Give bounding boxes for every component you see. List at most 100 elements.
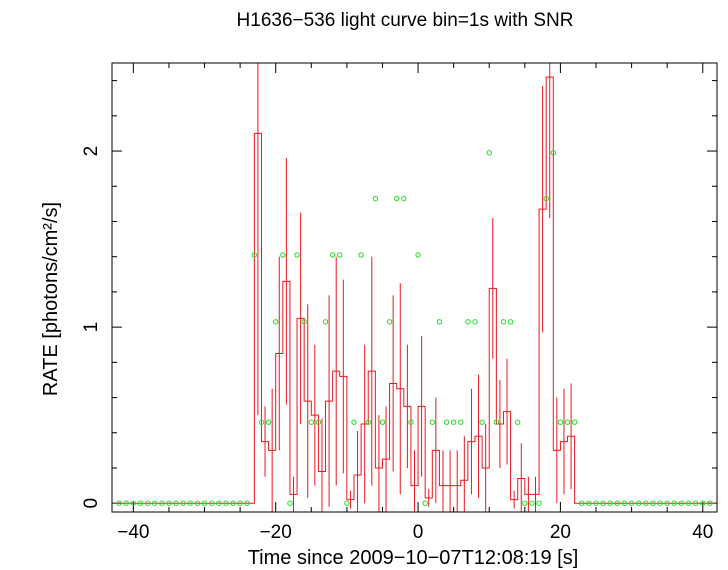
snr-point <box>685 500 692 506</box>
snr-point <box>479 419 485 425</box>
snr-point <box>415 252 421 258</box>
snr-point <box>507 319 514 325</box>
snr-point <box>351 419 357 425</box>
snr-point <box>244 500 250 506</box>
snr-point <box>194 500 201 506</box>
snr-point <box>657 500 663 506</box>
plot-frame <box>111 62 718 513</box>
snr-point <box>116 500 122 506</box>
snr-point <box>593 500 599 506</box>
x-tick-label: −20 <box>260 522 292 543</box>
snr-point <box>522 500 528 506</box>
snr-point <box>493 419 500 425</box>
y-axis-label: RATE [photons/cm²/s] <box>40 202 62 396</box>
snr-point <box>515 419 521 425</box>
snr-point <box>579 500 585 506</box>
data-series <box>112 63 717 512</box>
axis-ticks: −40 −20 0 20 40 0 1 2 <box>81 63 717 543</box>
x-tick-label: −40 <box>117 522 149 543</box>
snr-point <box>707 500 713 506</box>
snr-point <box>664 500 670 506</box>
snr-point <box>223 500 229 506</box>
snr-point <box>166 500 172 506</box>
snr-point <box>216 500 222 506</box>
snr-point <box>643 500 649 506</box>
y-tick-label: 0 <box>81 498 102 509</box>
snr-point <box>607 500 613 506</box>
snr-point <box>159 500 165 506</box>
snr-point <box>628 500 635 506</box>
snr-point <box>500 319 507 325</box>
snr-point <box>586 500 592 506</box>
snr-point <box>486 150 492 156</box>
snr-point <box>557 419 564 425</box>
snr-point <box>408 419 414 425</box>
snr-point <box>337 252 343 258</box>
snr-point <box>329 252 336 258</box>
snr-point <box>251 252 258 258</box>
snr-point <box>187 500 193 506</box>
snr-point <box>379 419 386 425</box>
snr-point <box>273 319 279 325</box>
y-tick-label: 2 <box>81 146 102 157</box>
snr-point <box>173 500 179 506</box>
x-tick-label: 0 <box>413 522 424 543</box>
snr-point <box>208 500 215 506</box>
snr-point <box>130 500 137 506</box>
snr-point <box>265 419 272 425</box>
snr-point <box>322 319 329 325</box>
chart-title: H1636−536 light curve bin=1s with SNR <box>237 10 574 31</box>
snr-point <box>201 500 208 506</box>
snr-point <box>571 419 578 425</box>
snr-point <box>536 500 542 506</box>
snr-point <box>621 500 628 506</box>
snr-point <box>365 419 371 425</box>
snr-point <box>600 500 606 506</box>
snr-point <box>287 500 293 506</box>
snr-point <box>636 500 642 506</box>
snr-point <box>137 500 144 506</box>
snr-point <box>650 500 656 506</box>
snr-point <box>564 419 571 425</box>
snr-point <box>422 500 428 506</box>
snr-point <box>386 319 393 325</box>
snr-point <box>315 419 322 425</box>
snr-point <box>144 500 151 506</box>
snr-point <box>237 500 243 506</box>
snr-point <box>543 195 549 202</box>
rate-step-line <box>112 76 717 504</box>
snr-point <box>550 150 556 156</box>
y-tick-label: 1 <box>81 322 102 333</box>
snr-point <box>678 500 685 506</box>
snr-point <box>358 252 364 258</box>
snr-point <box>692 500 699 506</box>
snr-point <box>429 419 435 425</box>
snr-point <box>700 500 706 506</box>
snr-point <box>308 419 314 425</box>
snr-point <box>671 500 677 506</box>
snr-point <box>258 419 265 425</box>
snr-point <box>152 500 158 506</box>
snr-point <box>394 195 400 202</box>
x-tick-label: 40 <box>692 522 713 543</box>
x-tick-label: 20 <box>550 522 571 543</box>
snr-point <box>450 419 457 425</box>
snr-point <box>465 319 471 325</box>
snr-point <box>401 195 407 202</box>
snr-point <box>294 252 300 258</box>
snr-point <box>230 500 236 506</box>
x-axis-label: Time since 2009−10−07T12:08:19 [s] <box>248 547 579 569</box>
snr-point <box>472 319 478 325</box>
snr-point <box>614 500 621 506</box>
snr-point <box>443 419 450 425</box>
snr-point <box>344 500 350 506</box>
snr-point <box>180 500 186 506</box>
snr-point <box>280 252 286 258</box>
snr-point <box>436 319 443 325</box>
snr-point <box>301 319 307 325</box>
snr-point <box>372 195 379 202</box>
snr-point <box>123 500 129 506</box>
snr-point <box>458 419 464 425</box>
snr-point <box>529 500 535 506</box>
